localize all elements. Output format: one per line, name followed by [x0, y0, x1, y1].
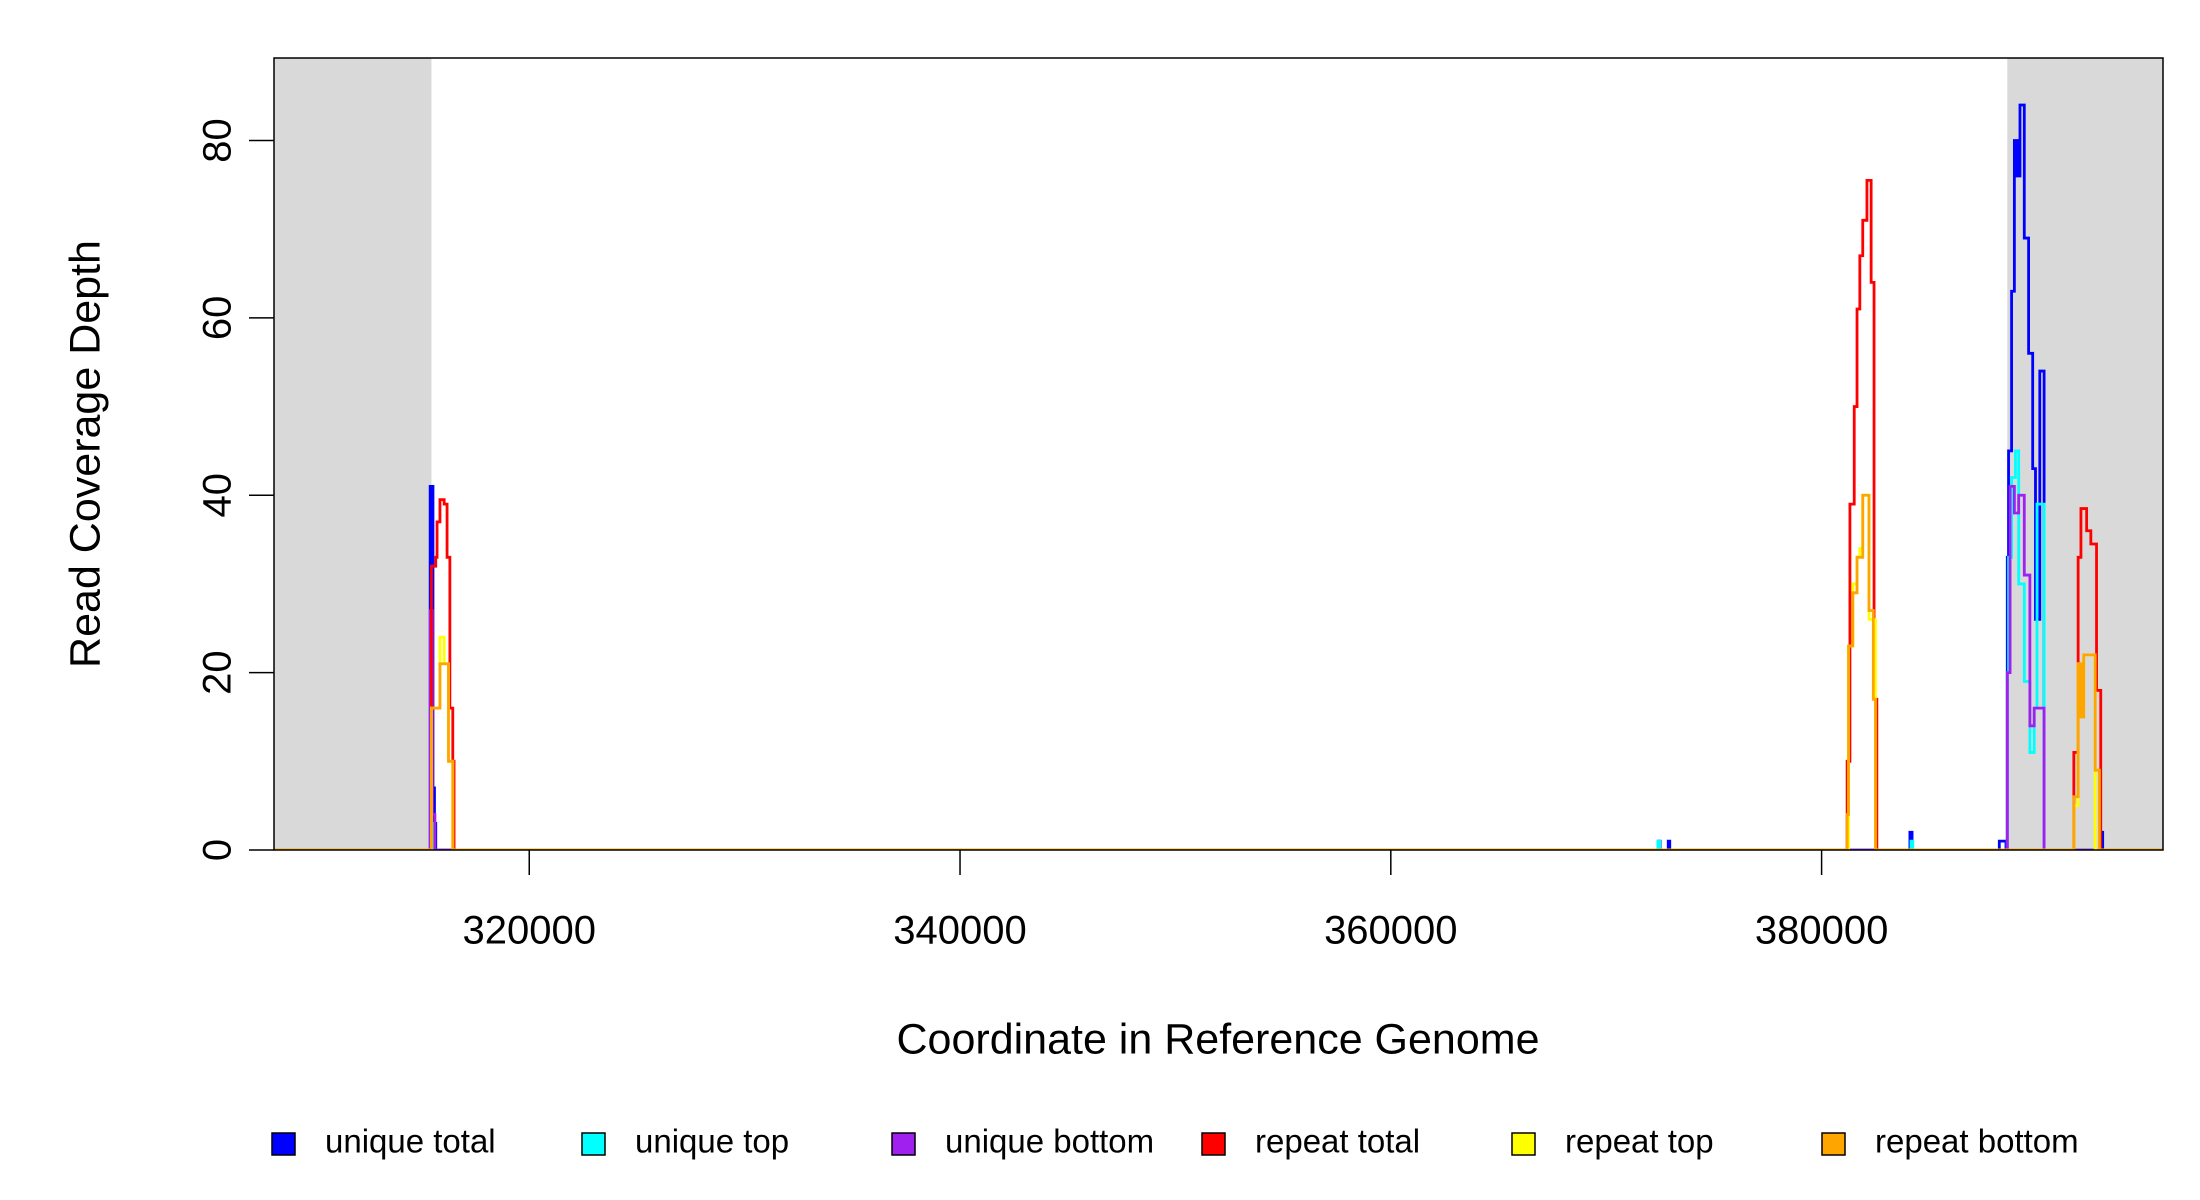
y-axis-title: Read Coverage Depth: [61, 240, 109, 668]
shaded-region: [274, 58, 432, 850]
legend-label: repeat total: [1255, 1123, 1420, 1160]
coverage-line: [274, 103, 2163, 850]
legend-label: unique bottom: [945, 1123, 1154, 1160]
legend-label: repeat bottom: [1875, 1123, 2079, 1160]
y-tick-label: 0: [196, 839, 240, 861]
legend-swatch: [581, 1132, 606, 1156]
legend-swatch: [271, 1132, 296, 1156]
y-tick-label: 40: [196, 473, 240, 517]
coverage-line: [274, 493, 2163, 850]
legend-swatch: [1511, 1132, 1536, 1156]
legend-swatch: [891, 1132, 916, 1156]
legend-label: unique top: [635, 1123, 789, 1160]
legend: unique total unique top unique bottom repea…: [271, 1123, 2079, 1160]
plot-frame: [273, 57, 2164, 851]
series-layer: [274, 103, 2163, 850]
y-tick-label: 20: [196, 650, 240, 695]
x-tick-label: 340000: [893, 909, 1026, 953]
axis-layer: 320000 340000 360000 380000 0 20 40 60 80: [196, 118, 1889, 952]
coverage-line: [274, 493, 2163, 850]
y-tick-label: 80: [196, 118, 240, 163]
legend-label: unique total: [325, 1123, 496, 1160]
x-tick-label: 360000: [1324, 909, 1457, 953]
x-tick-label: 320000: [462, 909, 595, 953]
x-tick-label: 380000: [1755, 909, 1888, 953]
coverage-line: [274, 484, 2163, 850]
y-tick-label: 60: [196, 296, 240, 341]
shade-layer: [274, 58, 2163, 850]
coverage-line: [274, 178, 2163, 850]
x-axis-title: Coordinate in Reference Genome: [897, 1015, 1540, 1063]
legend-swatch: [1821, 1132, 1846, 1156]
legend-swatch: [1201, 1132, 1226, 1156]
coverage-line: [274, 449, 2163, 850]
legend-label: repeat top: [1565, 1123, 1714, 1160]
